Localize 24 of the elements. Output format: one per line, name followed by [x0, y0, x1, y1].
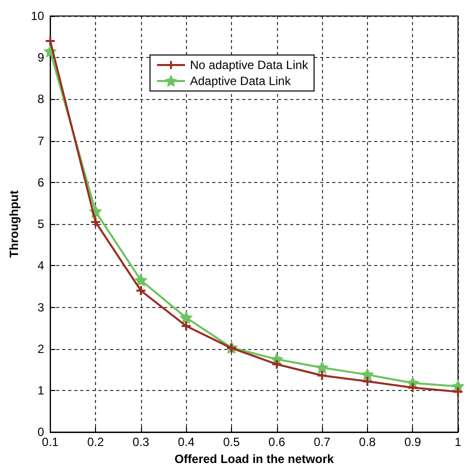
y-tick-label: 2: [38, 342, 45, 356]
x-axis-title: Offered Load in the network: [174, 452, 334, 466]
y-tick-label: 4: [38, 258, 45, 273]
x-tick-label: 0.9: [404, 435, 422, 450]
y-tick-label: 5: [38, 217, 45, 232]
y-tick-label: 8: [38, 92, 45, 106]
legend-label: No adaptive Data Link: [190, 58, 310, 72]
x-tick-label: 1: [454, 435, 462, 450]
y-axis-title: Throughput: [7, 190, 21, 258]
x-tick-label: 0.4: [178, 435, 195, 450]
y-tick-label: 9: [38, 50, 45, 65]
y-tick-label: 3: [38, 300, 45, 314]
y-tick-label: 7: [38, 134, 45, 148]
x-tick-label: 0.6: [268, 435, 286, 450]
x-tick-label: 0.1: [42, 435, 59, 450]
legend-label: Adaptive Data Link: [190, 74, 292, 88]
y-tick-label: 1: [38, 383, 45, 398]
x-tick-label: 0.5: [223, 435, 240, 450]
x-tick-label: 0.3: [132, 435, 150, 450]
x-tick-label: 0.2: [87, 435, 104, 450]
y-tick-label: 6: [38, 175, 45, 190]
x-tick-label: 0.8: [359, 435, 376, 450]
y-tick-label: 10: [30, 9, 45, 23]
x-tick-label: 0.7: [314, 435, 331, 450]
